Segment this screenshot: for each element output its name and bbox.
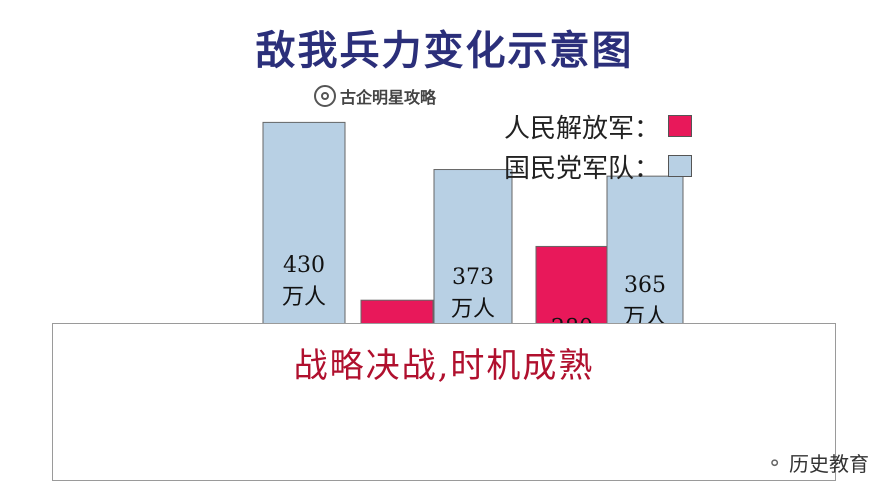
- data-unit-kmt-2: 万人: [451, 297, 495, 322]
- legend-item-kmt: 国民党军队：: [504, 146, 693, 186]
- overlay-text: 战略决战,时机成熟: [293, 346, 595, 386]
- wechat-icon: ⚬: [766, 450, 783, 475]
- legend-item-pla: 人民解放军：: [504, 106, 693, 146]
- watermark-text: 古企明星攻略: [340, 88, 437, 107]
- overlay-panel: 战略决战,时机成熟: [52, 323, 836, 481]
- watermark-logo-icon: [314, 85, 336, 107]
- source-tag-text: 历史教育: [789, 452, 869, 476]
- data-label-kmt-3: 365: [624, 273, 666, 298]
- legend-swatch-pla: [668, 115, 693, 137]
- legend-swatch-kmt: [668, 155, 693, 177]
- legend: 人民解放军： 国民党军队：: [504, 106, 693, 186]
- data-label-kmt-1: 430: [283, 253, 325, 278]
- data-label-kmt-2: 373: [452, 265, 494, 290]
- legend-label-kmt: 国民党军队：: [504, 153, 661, 184]
- watermark: 古企明星攻略: [314, 84, 436, 108]
- source-tag: ⚬ 历史教育: [766, 448, 869, 477]
- chart-title: 敌我兵力变化示意图: [255, 28, 634, 74]
- legend-label-pla: 人民解放军：: [504, 113, 661, 144]
- data-unit-kmt-1: 万人: [282, 285, 326, 310]
